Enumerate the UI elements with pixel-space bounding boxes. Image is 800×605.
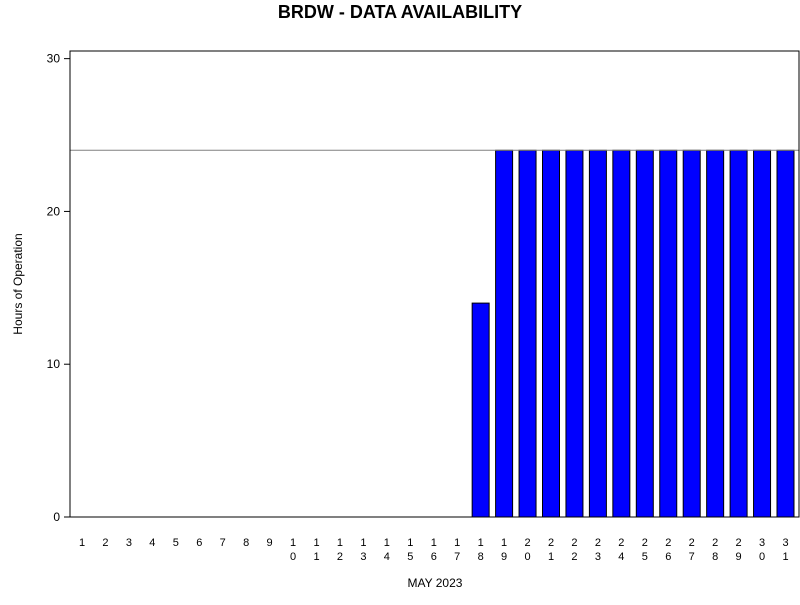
- x-tick-label: 3: [126, 537, 132, 549]
- x-tick-label: 1: [79, 537, 85, 549]
- y-tick-label: 20: [47, 204, 61, 218]
- bar-day-31: [776, 149, 795, 518]
- bar-day-22: [565, 149, 584, 518]
- x-tick-label: 5: [173, 537, 179, 549]
- x-tick-label: 4: [149, 537, 155, 549]
- y-axis-label: Hours of Operation: [11, 233, 25, 334]
- x-tick-label: 8: [243, 537, 249, 549]
- bar-day-26: [659, 149, 678, 518]
- bar-day-27: [682, 149, 701, 518]
- bar-day-18: [471, 302, 490, 518]
- y-tick-label: 0: [53, 510, 60, 524]
- x-axis-label: MAY 2023: [408, 576, 463, 590]
- bars-group: [471, 149, 795, 518]
- bar-day-23: [588, 149, 607, 518]
- bar-day-20: [518, 149, 537, 518]
- bar-day-28: [706, 149, 725, 518]
- bar-day-19: [495, 149, 514, 518]
- chart-title: BRDW - DATA AVAILABILITY: [277, 2, 523, 22]
- y-axis: 0 10 20 30: [47, 52, 70, 524]
- x-tick-label: 2: [102, 537, 108, 549]
- x-tick-label: 7: [220, 537, 226, 549]
- y-tick-label: 30: [47, 52, 61, 66]
- x-tick-label: 6: [196, 537, 202, 549]
- bar-day-30: [753, 149, 772, 518]
- bar-day-29: [729, 149, 748, 518]
- x-tick-label: 9: [267, 537, 273, 549]
- bar-day-21: [542, 149, 560, 518]
- bar-day-25: [635, 149, 654, 518]
- bar-day-24: [612, 149, 631, 518]
- x-axis: 1 2 3 4 5 6 7 8 9 1 01 11 21 31 41 51 61 71 81 92 02 12 22 32 42…: [79, 537, 789, 563]
- plot-frame: [69, 50, 800, 518]
- y-tick-label: 10: [47, 357, 61, 371]
